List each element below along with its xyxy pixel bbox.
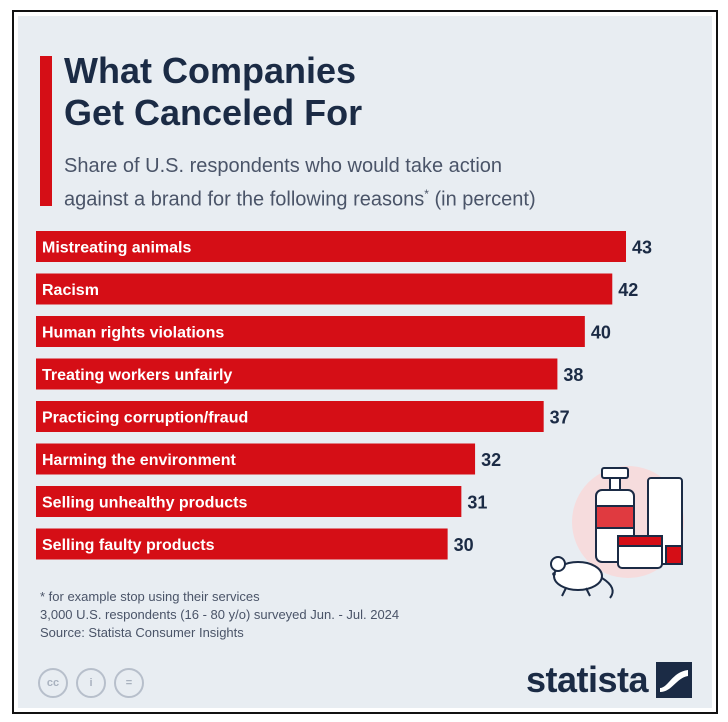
footnote-source: Source: Statista Consumer Insights [40,625,244,640]
subtitle-text: against a brand for the following reason… [64,188,425,211]
bar-value-3: 38 [563,365,583,385]
bar-value-5: 32 [481,450,501,470]
license-icons: cc i = [38,668,144,698]
title-line-1: What Companies [64,50,357,91]
bar-value-2: 40 [591,323,611,343]
cosmetics-and-mouse-icon [550,466,684,599]
bar-value-0: 43 [632,238,652,258]
bar-7 [36,528,448,560]
statista-brand[interactable]: statista [526,660,692,700]
subtitle-line-1: Share of U.S. respondents who would take… [64,155,503,177]
title-line-2: Get Canceled For [64,92,363,133]
brand-name: statista [525,659,649,700]
bar-value-7: 30 [454,535,474,555]
creative-commons-icon[interactable]: cc [38,668,68,698]
bar-chart: Mistreating animals 43 Racism 42 Human right… [36,231,652,560]
bar-label-6: Selling unhealthy products [42,495,247,512]
footnotes: * for example stop using their services … [40,588,399,642]
attribution-icon[interactable]: i [76,668,106,698]
bar-1 [36,273,613,305]
title-accent-bar [40,56,52,206]
bar-label-4: Practicing corruption/fraud [42,410,248,427]
chart-title: What Companies Get Canceled For [64,50,624,134]
bar-4 [36,401,544,432]
bar-0 [36,231,626,262]
bar-value-4: 37 [550,408,570,428]
bar-6 [36,486,462,517]
footnote-sample: 3,000 U.S. respondents (16 - 80 y/o) sur… [40,607,400,622]
bar-label-7: Selling faulty products [42,537,215,554]
bar-3 [36,358,558,390]
bar-label-2: Human rights violations [42,325,224,342]
footnote-note: * for example stop using their services [40,589,260,604]
bar-label-3: Treating workers unfairly [42,367,232,384]
bar-2 [36,316,585,347]
subtitle-asterisk: * [424,187,429,201]
infographic-card: What Companies Get Canceled For Share of… [18,16,712,708]
bar-value-1: 42 [618,280,638,300]
subtitle-unit: (in percent) [428,188,536,211]
bar-label-1: Racism [42,282,99,299]
bar-label-5: Harming the environment [42,452,236,469]
bar-label-0: Mistreating animals [42,240,191,257]
bar-value-6: 31 [467,493,487,513]
statista-logo-icon [656,662,692,698]
subtitle-line-2: against a brand for the following reason… [64,180,664,214]
chart-subtitle: Share of U.S. respondents who would take… [64,152,664,214]
bar-5 [36,443,476,475]
infographic-frame: What Companies Get Canceled For Share of… [12,10,718,714]
no-derivatives-icon[interactable]: = [114,668,144,698]
